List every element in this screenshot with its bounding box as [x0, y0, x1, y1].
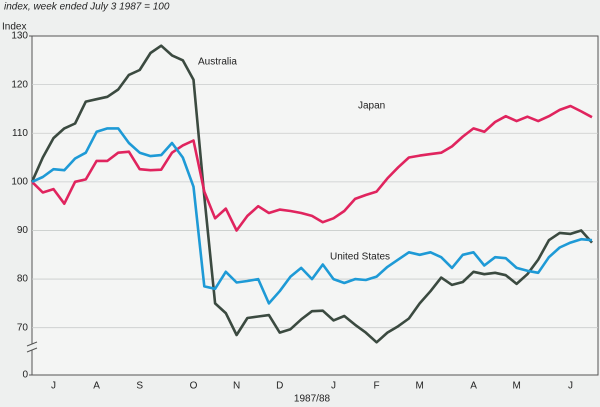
axis-break [26, 347, 38, 353]
x-tick-label: A [470, 381, 477, 392]
series-line [31, 127, 593, 305]
x-axis-label: 1987/88 [294, 394, 331, 405]
series-line [30, 44, 593, 344]
x-tick-label: D [276, 381, 283, 392]
chart-title: index, week ended July 3 1987 = 100 [4, 2, 170, 13]
series-label: Australia [198, 57, 237, 68]
x-tick-label: A [93, 381, 100, 392]
x-tick-label: J [331, 381, 336, 392]
y-tick-label: 80 [17, 274, 29, 285]
y-tick-label: 0 [22, 370, 28, 381]
x-tick-label: S [136, 381, 143, 392]
x-tick-label: N [233, 381, 240, 392]
y-tick-label: 110 [12, 128, 28, 139]
x-tick-label: J [568, 381, 573, 392]
y-tick-label: 90 [17, 225, 29, 236]
axis-break-gap [27, 344, 37, 350]
y-tick-label: 120 [11, 79, 28, 90]
series-line [31, 104, 593, 232]
series-label: Japan [358, 101, 385, 112]
x-tick-label: M [512, 381, 520, 392]
x-tick-label: O [190, 381, 198, 392]
plot-frame [31, 35, 599, 376]
x-tick-label: J [51, 381, 56, 392]
y-axis-label: Index [2, 22, 26, 33]
series-label: United States [330, 252, 390, 263]
y-tick-label: 100 [11, 176, 28, 187]
axis-break [26, 341, 38, 347]
y-tick-label: 70 [17, 322, 29, 333]
y-tick-label: 130 [11, 31, 28, 42]
x-tick-label: F [374, 381, 380, 392]
x-tick-label: M [416, 381, 424, 392]
